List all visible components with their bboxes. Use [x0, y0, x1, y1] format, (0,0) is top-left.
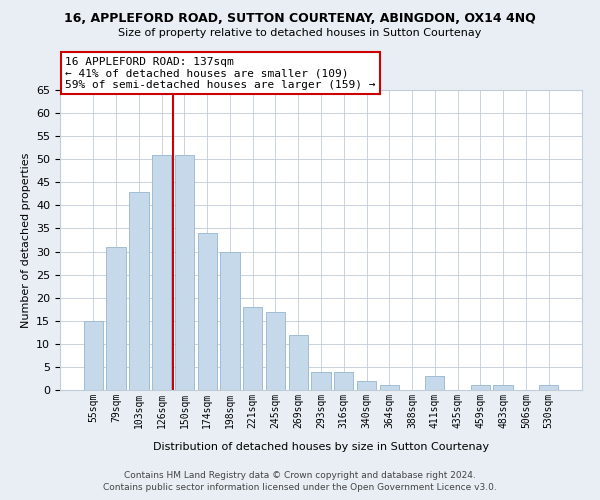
Bar: [539, 386, 558, 390]
Bar: [470, 386, 490, 390]
Text: Size of property relative to detached houses in Sutton Courtenay: Size of property relative to detached ho…: [118, 28, 482, 38]
Y-axis label: Number of detached properties: Number of detached properties: [20, 152, 31, 328]
Bar: [289, 334, 308, 390]
Text: Contains HM Land Registry data © Crown copyright and database right 2024.: Contains HM Land Registry data © Crown c…: [124, 471, 476, 480]
Text: Contains public sector information licensed under the Open Government Licence v3: Contains public sector information licen…: [103, 484, 497, 492]
Text: 16 APPLEFORD ROAD: 137sqm
← 41% of detached houses are smaller (109)
59% of semi: 16 APPLEFORD ROAD: 137sqm ← 41% of detac…: [65, 57, 376, 90]
Bar: [493, 386, 513, 390]
Bar: [129, 192, 149, 390]
Bar: [311, 372, 331, 390]
Bar: [380, 386, 399, 390]
Bar: [266, 312, 285, 390]
Bar: [175, 154, 194, 390]
Bar: [425, 376, 445, 390]
Text: 16, APPLEFORD ROAD, SUTTON COURTENAY, ABINGDON, OX14 4NQ: 16, APPLEFORD ROAD, SUTTON COURTENAY, AB…: [64, 12, 536, 26]
Bar: [84, 321, 103, 390]
Bar: [106, 247, 126, 390]
Bar: [357, 381, 376, 390]
Bar: [197, 233, 217, 390]
Bar: [243, 307, 262, 390]
Bar: [152, 154, 172, 390]
Bar: [220, 252, 239, 390]
Bar: [334, 372, 353, 390]
Text: Distribution of detached houses by size in Sutton Courtenay: Distribution of detached houses by size …: [153, 442, 489, 452]
